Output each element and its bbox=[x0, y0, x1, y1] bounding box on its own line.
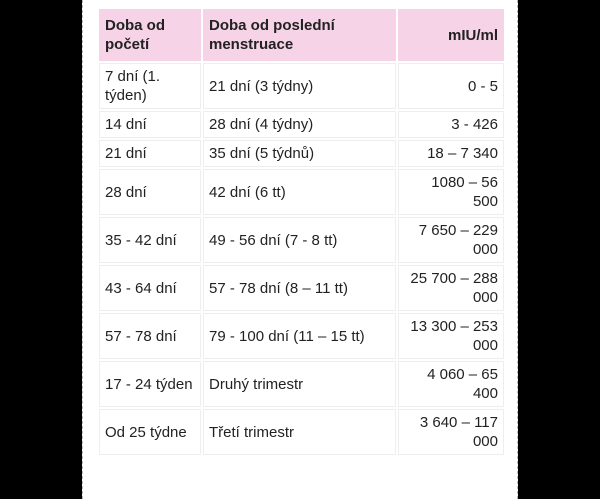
table-row: Od 25 týdne Třetí trimestr 3 640 – 117 000 bbox=[99, 409, 504, 455]
table-row: 17 - 24 týden Druhý trimestr 4 060 – 65 40… bbox=[99, 361, 504, 407]
cell-last-period: 21 dní (3 týdny) bbox=[203, 63, 396, 109]
cell-conception: 17 - 24 týden bbox=[99, 361, 201, 407]
cell-conception: 43 - 64 dní bbox=[99, 265, 201, 311]
cell-last-period: 49 - 56 dní (7 - 8 tt) bbox=[203, 217, 396, 263]
header-conception: Doba od početí bbox=[99, 9, 201, 61]
table-header-row: Doba od početí Doba od poslední menstrua… bbox=[99, 9, 504, 61]
cell-miu: 18 – 7 340 bbox=[398, 140, 504, 167]
table-row: 35 - 42 dní 49 - 56 dní (7 - 8 tt) 7 650 –… bbox=[99, 217, 504, 263]
cell-conception: 21 dní bbox=[99, 140, 201, 167]
header-last-period: Doba od poslední menstruace bbox=[203, 9, 396, 61]
table-row: 21 dní 35 dní (5 týdnů) 18 – 7 340 bbox=[99, 140, 504, 167]
cell-conception: 35 - 42 dní bbox=[99, 217, 201, 263]
cell-miu: 13 300 – 253 000 bbox=[398, 313, 504, 359]
cell-conception: 28 dní bbox=[99, 169, 201, 215]
cell-conception: Od 25 týdne bbox=[99, 409, 201, 455]
cell-conception: 7 dní (1. týden) bbox=[99, 63, 201, 109]
cell-last-period: 57 - 78 dní (8 – 11 tt) bbox=[203, 265, 396, 311]
cell-miu: 7 650 – 229 000 bbox=[398, 217, 504, 263]
cell-miu: 3 - 426 bbox=[398, 111, 504, 138]
content-panel: Doba od početí Doba od poslední menstrua… bbox=[82, 0, 518, 499]
cell-miu: 3 640 – 117 000 bbox=[398, 409, 504, 455]
cell-last-period: 79 - 100 dní (11 – 15 tt) bbox=[203, 313, 396, 359]
table-row: 43 - 64 dní 57 - 78 dní (8 – 11 tt) 25 700… bbox=[99, 265, 504, 311]
cell-last-period: 42 dní (6 tt) bbox=[203, 169, 396, 215]
hcg-table: Doba od početí Doba od poslední menstrua… bbox=[97, 7, 506, 457]
cell-last-period: 35 dní (5 týdnů) bbox=[203, 140, 396, 167]
cell-last-period: Druhý trimestr bbox=[203, 361, 396, 407]
table-row: 14 dní 28 dní (4 týdny) 3 - 426 bbox=[99, 111, 504, 138]
table-row: 7 dní (1. týden) 21 dní (3 týdny) 0 - 5 bbox=[99, 63, 504, 109]
header-miu: mIU/ml bbox=[398, 9, 504, 61]
cell-miu: 4 060 – 65 400 bbox=[398, 361, 504, 407]
cell-last-period: Třetí trimestr bbox=[203, 409, 396, 455]
cell-last-period: 28 dní (4 týdny) bbox=[203, 111, 396, 138]
table-row: 57 - 78 dní 79 - 100 dní (11 – 15 tt) 13 3… bbox=[99, 313, 504, 359]
cell-miu: 1080 – 56 500 bbox=[398, 169, 504, 215]
table-row: 28 dní 42 dní (6 tt) 1080 – 56 500 bbox=[99, 169, 504, 215]
cell-miu: 25 700 – 288 000 bbox=[398, 265, 504, 311]
cell-conception: 57 - 78 dní bbox=[99, 313, 201, 359]
cell-miu: 0 - 5 bbox=[398, 63, 504, 109]
cell-conception: 14 dní bbox=[99, 111, 201, 138]
